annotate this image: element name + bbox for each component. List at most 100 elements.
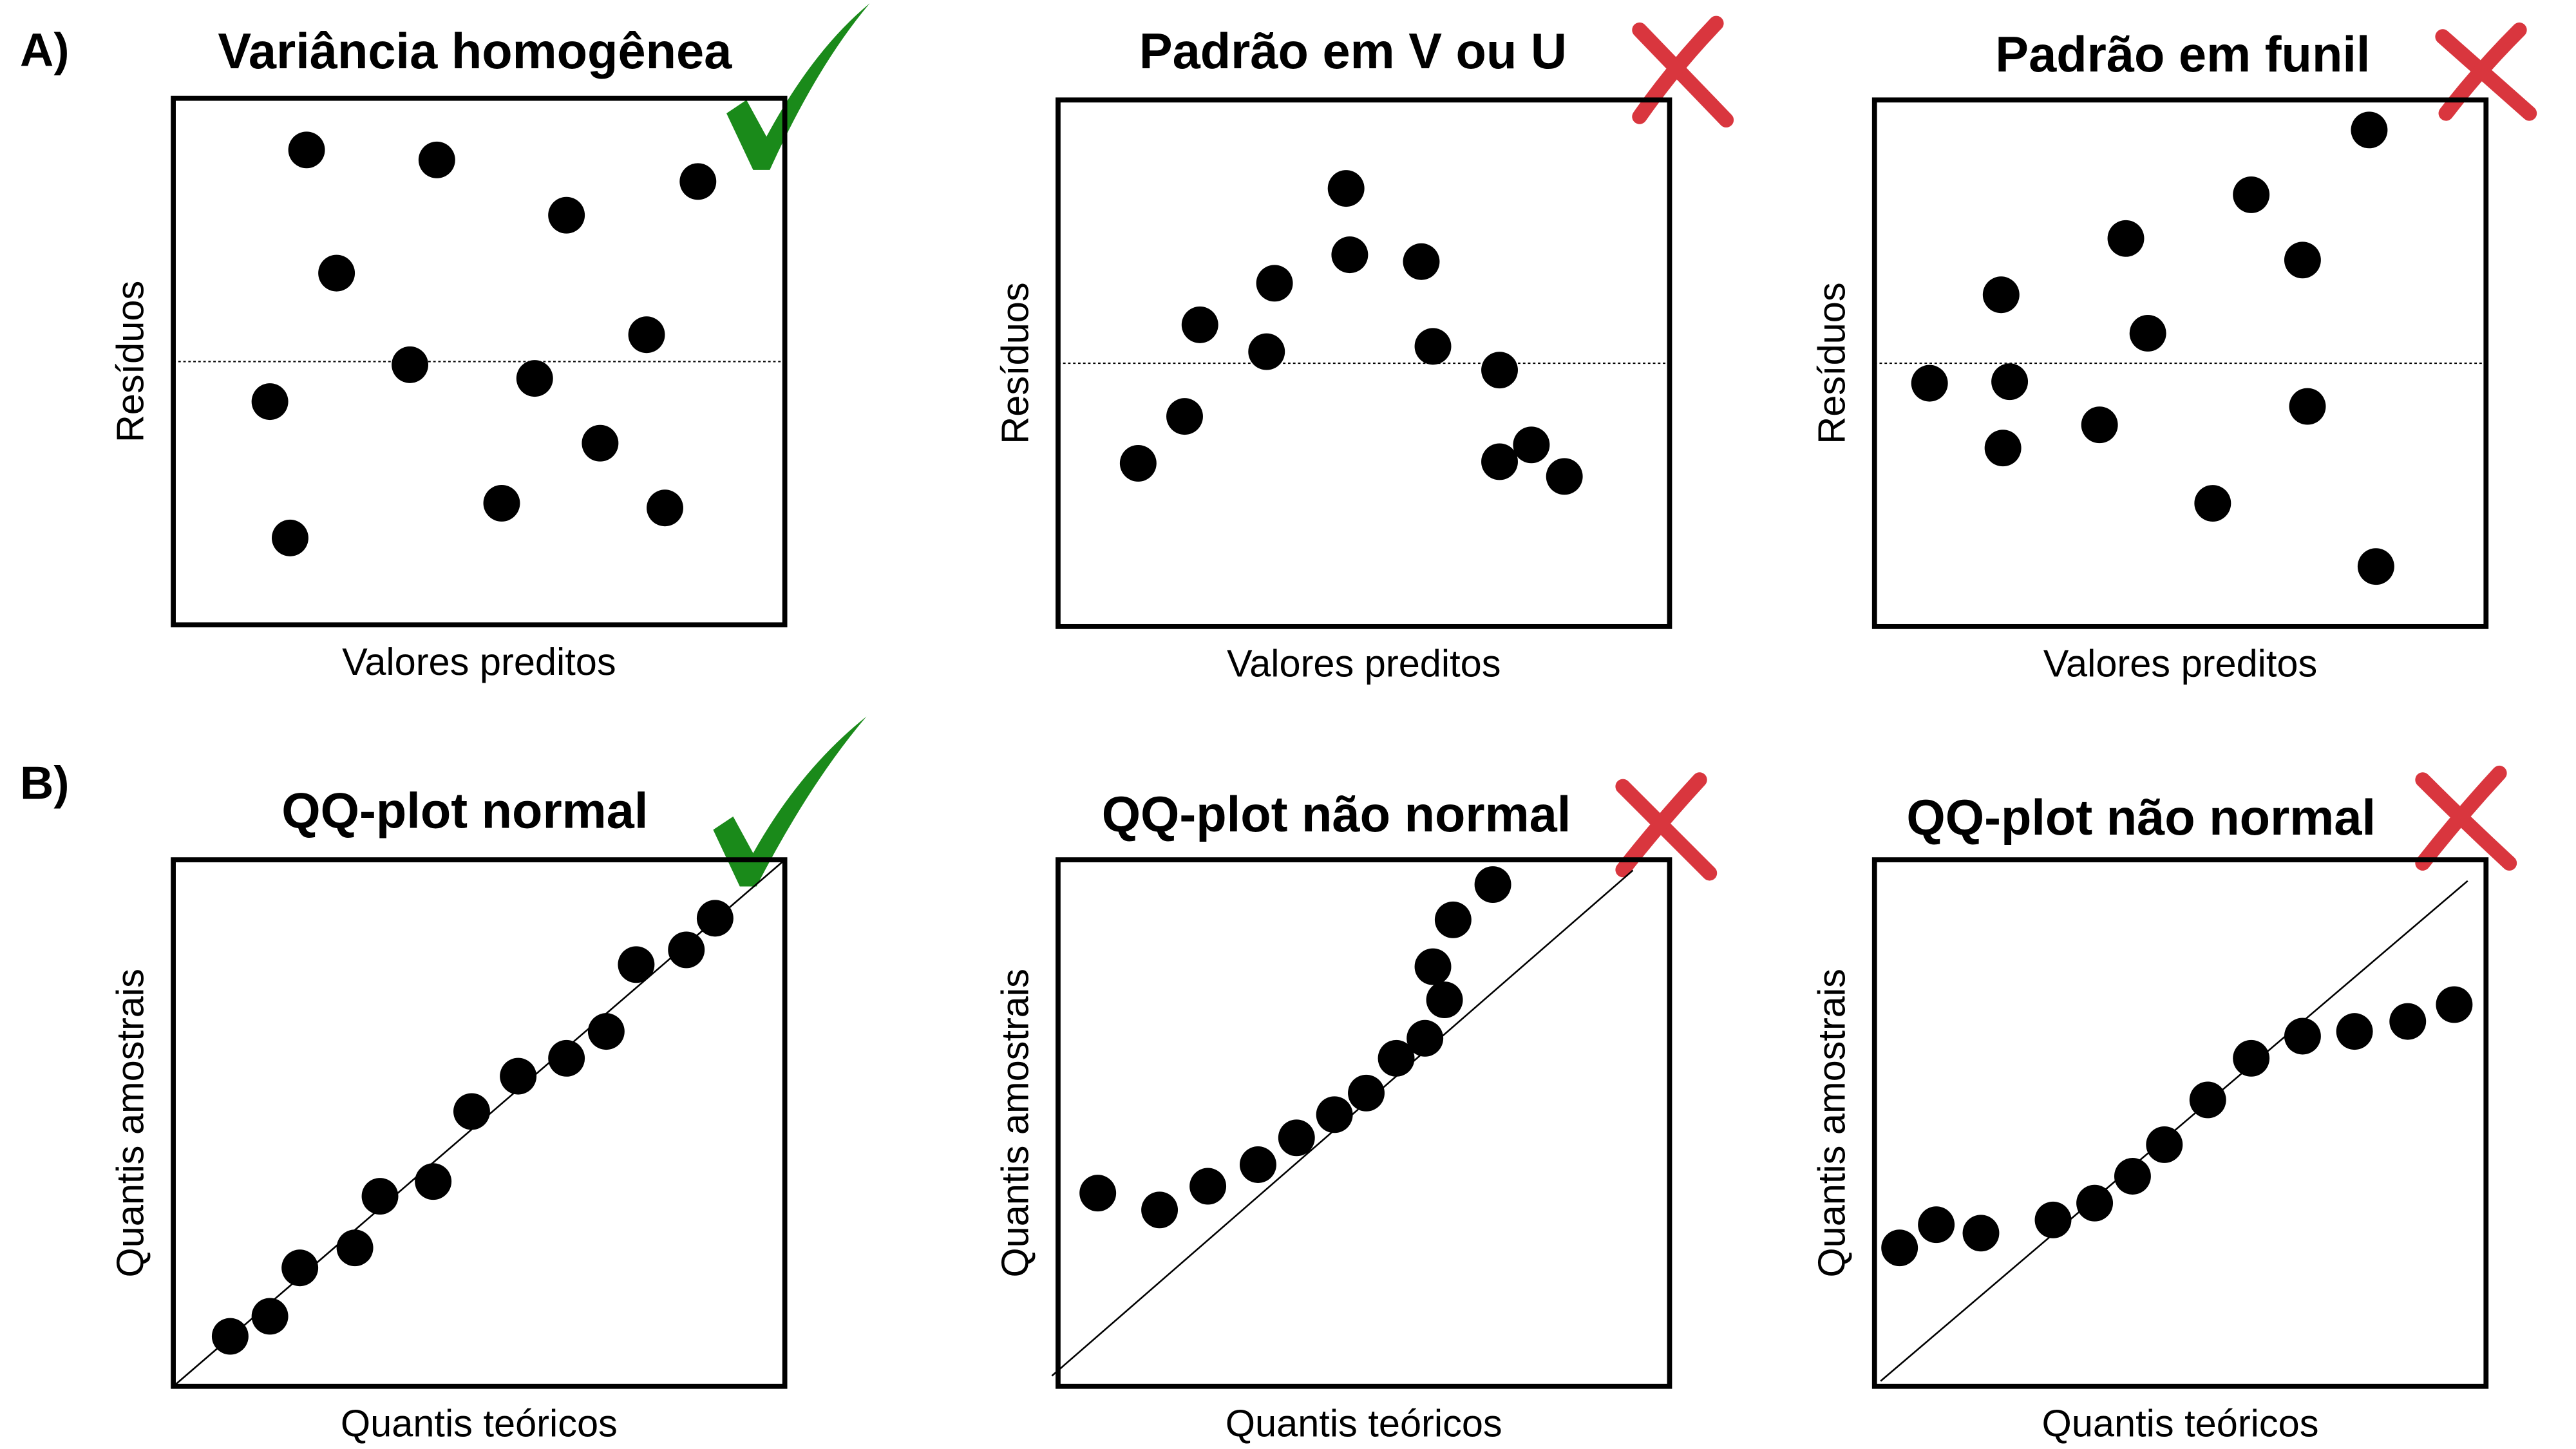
point: [1278, 1119, 1315, 1157]
y-axis-label: Resíduos: [109, 281, 152, 442]
point: [2081, 406, 2118, 444]
point: [548, 1039, 585, 1077]
point: [418, 141, 455, 178]
plot-frame: [171, 857, 788, 1389]
y-axis-label: Resíduos: [1810, 282, 1853, 444]
point: [1881, 1229, 1918, 1267]
x-axis-label: Quantis teóricos: [341, 1402, 618, 1445]
point: [415, 1163, 452, 1200]
point: [2284, 242, 2321, 279]
point: [2357, 548, 2394, 585]
point: [2189, 1081, 2226, 1119]
point: [2107, 220, 2145, 257]
panel: QQ-plot não normal Quantis teóricos Quanti…: [994, 787, 1672, 1445]
point: [1248, 333, 1285, 370]
chart-title: QQ-plot normal: [281, 784, 648, 839]
cross-icon: [2435, 22, 2537, 121]
point: [336, 1229, 374, 1267]
panel: QQ-plot normal Quantis teóricos Quantis am…: [109, 784, 788, 1445]
point: [1481, 352, 1518, 389]
point: [548, 196, 585, 234]
point: [1982, 276, 2020, 314]
x-axis-label: Valores preditos: [2043, 642, 2318, 685]
point: [1481, 443, 1518, 480]
point: [2194, 485, 2231, 522]
point: [281, 1249, 319, 1287]
point: [1426, 981, 1463, 1019]
point: [2389, 1003, 2427, 1040]
y-axis-label: Quantis amostrais: [994, 969, 1037, 1278]
point: [679, 163, 717, 200]
point: [500, 1057, 537, 1095]
point: [1256, 265, 1293, 302]
point: [1962, 1215, 2000, 1252]
point: [2336, 1013, 2373, 1050]
plot-frame: [1056, 857, 1672, 1389]
point: [628, 316, 665, 354]
point: [516, 360, 553, 397]
point: [251, 383, 289, 421]
cross-icon: [2415, 765, 2517, 871]
chart-title: Variância homogênea: [218, 24, 732, 79]
point: [1414, 328, 1452, 365]
plot-frame: [1871, 97, 2489, 629]
point: [2233, 176, 2270, 213]
point: [483, 484, 520, 522]
point: [1378, 1039, 1415, 1077]
point: [1984, 430, 2022, 467]
point: [1474, 866, 1511, 903]
check-icon: [726, 3, 870, 170]
panel: QQ-plot não normal Quantis teóricos Quanti…: [1810, 790, 2489, 1445]
check-icon: [713, 716, 867, 887]
point: [1911, 365, 1948, 402]
point: [1166, 398, 1203, 435]
point: [361, 1178, 399, 1215]
point: [1239, 1146, 1276, 1183]
point: [2233, 1039, 2270, 1077]
point: [2289, 388, 2326, 425]
panel: Padrão em V ou U Valores preditos Resíduos: [994, 24, 1672, 685]
point: [1403, 243, 1440, 280]
chart-title: Padrão em funil: [1995, 27, 2370, 82]
point: [582, 424, 619, 462]
plot-frame: [1056, 97, 1672, 629]
point: [1079, 1175, 1117, 1212]
point: [1348, 1074, 1385, 1112]
point: [2129, 314, 2166, 352]
point: [1119, 444, 1157, 482]
plot-frame: [171, 95, 788, 628]
point: [668, 931, 705, 969]
point: [647, 489, 683, 527]
y-axis-label: Quantis amostrais: [1810, 969, 1853, 1278]
point: [1918, 1206, 1955, 1244]
point: [392, 346, 429, 383]
panel: Padrão em funil Valores preditos Resíduos: [1810, 27, 2489, 685]
y-axis-label: Resíduos: [994, 282, 1037, 444]
point: [2436, 986, 2473, 1023]
point: [2284, 1018, 2321, 1055]
point: [1991, 363, 2029, 401]
x-axis-label: Valores preditos: [342, 640, 616, 683]
chart-title: QQ-plot não normal: [1102, 787, 1571, 842]
x-axis-label: Valores preditos: [1227, 642, 1501, 685]
point: [696, 900, 734, 937]
x-axis-label: Quantis teóricos: [1226, 1402, 1502, 1445]
panel: Variância homogênea Valores preditos Resíd…: [109, 24, 788, 683]
point: [1434, 901, 1472, 938]
point: [1189, 1168, 1227, 1205]
point: [2146, 1126, 2183, 1163]
point: [2076, 1184, 2114, 1222]
x-axis-label: Quantis teóricos: [2042, 1402, 2319, 1445]
point: [1513, 426, 1550, 464]
cross-icon: [1632, 15, 1734, 128]
point: [1414, 948, 1452, 985]
chart-title: Padrão em V ou U: [1139, 24, 1567, 79]
point: [1546, 458, 1583, 495]
plot-frame: [1871, 857, 2489, 1389]
point: [1406, 1019, 1444, 1057]
point: [251, 1298, 289, 1335]
panel-letter: A): [20, 24, 69, 76]
y-axis-label: Quantis amostrais: [109, 969, 152, 1278]
point: [318, 254, 355, 292]
